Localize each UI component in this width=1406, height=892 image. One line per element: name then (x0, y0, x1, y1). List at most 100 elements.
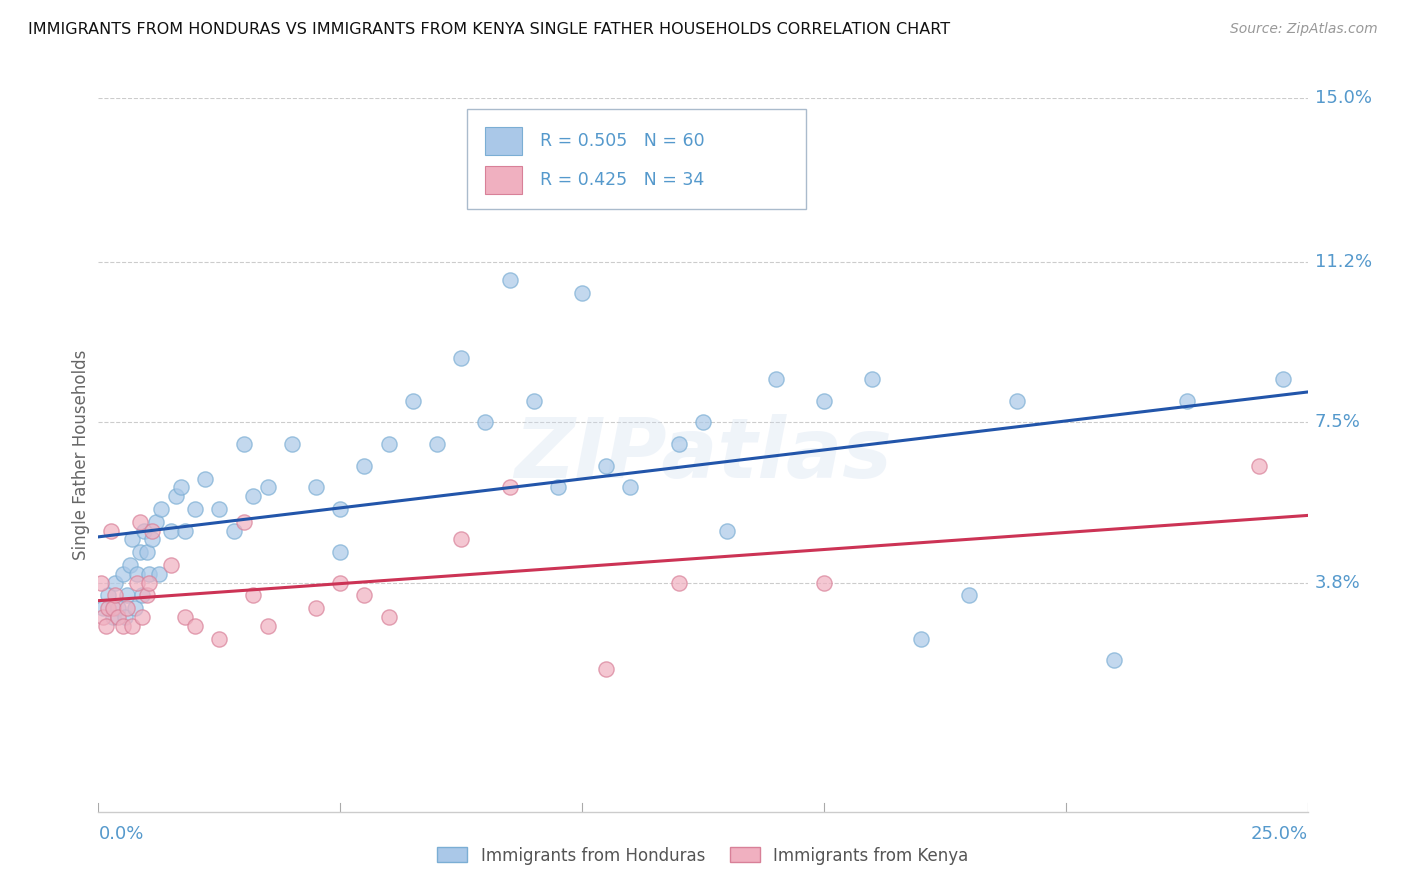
Point (90, 575, 112, 590)
Point (1007, 393, 1029, 408)
Text: 25.0%: 25.0% (1250, 825, 1308, 843)
Point (107, 601, 129, 615)
Point (94, 619, 117, 633)
Point (131, 610, 153, 624)
Point (165, 489, 187, 503)
Point (353, 589, 375, 603)
Point (208, 502, 231, 516)
Point (169, 480, 191, 494)
Point (813, 575, 835, 590)
FancyBboxPatch shape (485, 127, 522, 155)
Point (101, 610, 124, 624)
Point (1272, 372, 1295, 386)
Point (256, 619, 278, 633)
Point (1102, 653, 1125, 667)
Point (595, 458, 617, 473)
Point (498, 480, 520, 494)
Point (107, 610, 129, 624)
Point (184, 619, 207, 633)
Legend: Immigrants from Honduras, Immigrants from Kenya: Immigrants from Honduras, Immigrants fro… (430, 840, 976, 871)
Point (256, 480, 278, 494)
Text: 15.0%: 15.0% (1315, 89, 1371, 107)
Point (765, 372, 787, 386)
Point (111, 619, 134, 633)
Point (117, 601, 139, 615)
Point (619, 480, 641, 494)
Point (160, 558, 183, 573)
Point (184, 502, 207, 516)
Point (353, 458, 375, 473)
Point (118, 558, 141, 573)
Text: IMMIGRANTS FROM HONDURAS VS IMMIGRANTS FROM KENYA SINGLE FATHER HOUSEHOLDS CORRE: IMMIGRANTS FROM HONDURAS VS IMMIGRANTS F… (28, 22, 950, 37)
Point (134, 524, 156, 538)
Point (860, 372, 883, 386)
Point (104, 589, 127, 603)
Point (232, 437, 254, 451)
Point (135, 589, 157, 603)
Point (474, 416, 496, 430)
Point (141, 533, 163, 547)
Point (692, 416, 714, 430)
FancyBboxPatch shape (467, 109, 806, 209)
Point (135, 545, 157, 559)
Text: 7.5%: 7.5% (1315, 414, 1361, 432)
Point (91, 601, 114, 615)
Point (127, 566, 149, 581)
Point (305, 480, 328, 494)
Point (111, 566, 134, 581)
Point (281, 437, 304, 451)
Text: R = 0.425   N = 34: R = 0.425 N = 34 (540, 171, 704, 189)
Point (402, 393, 425, 408)
Point (138, 575, 160, 590)
Point (121, 533, 143, 547)
Y-axis label: Single Father Households: Single Father Households (72, 350, 90, 560)
Point (523, 393, 546, 408)
Point (104, 575, 127, 590)
Point (813, 393, 835, 408)
Point (1249, 458, 1271, 473)
Point (127, 575, 149, 590)
Point (148, 566, 170, 581)
Text: R = 0.505   N = 60: R = 0.505 N = 60 (540, 132, 704, 150)
Point (232, 515, 254, 529)
FancyBboxPatch shape (485, 166, 522, 194)
Point (450, 533, 472, 547)
Point (208, 632, 231, 646)
Point (305, 601, 328, 615)
Point (595, 662, 617, 676)
Point (145, 515, 167, 529)
Point (377, 610, 399, 624)
Text: 3.8%: 3.8% (1315, 574, 1360, 591)
Point (174, 610, 197, 624)
Point (128, 545, 150, 559)
Point (957, 589, 980, 603)
Point (121, 619, 143, 633)
Point (128, 515, 150, 529)
Point (131, 589, 153, 603)
Point (910, 632, 932, 646)
Text: 11.2%: 11.2% (1315, 253, 1372, 271)
Point (138, 566, 160, 581)
Point (160, 524, 183, 538)
Point (97, 589, 120, 603)
Point (571, 285, 593, 300)
Point (242, 489, 264, 503)
Point (668, 437, 690, 451)
Point (329, 545, 352, 559)
Point (242, 589, 264, 603)
Point (668, 575, 690, 590)
Point (117, 589, 139, 603)
Point (547, 480, 569, 494)
Point (1175, 393, 1198, 408)
Point (377, 437, 399, 451)
Point (114, 610, 136, 624)
Point (150, 502, 173, 516)
Text: ZIPatlas: ZIPatlas (515, 415, 891, 495)
Point (426, 437, 449, 451)
Point (716, 524, 738, 538)
Point (101, 601, 124, 615)
Point (174, 524, 197, 538)
Point (222, 524, 245, 538)
Point (141, 524, 163, 538)
Point (498, 273, 520, 287)
